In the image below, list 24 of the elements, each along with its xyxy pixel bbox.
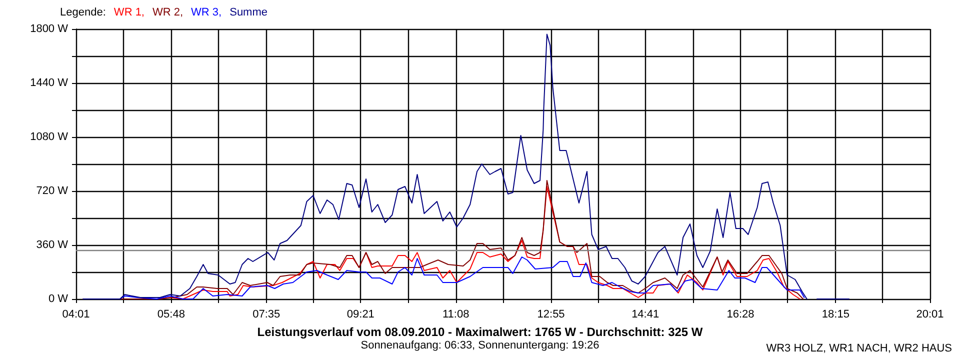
x-tick-label: 18:15 (822, 308, 850, 320)
text: Summe (230, 6, 268, 18)
x-tick-label: 16:28 (726, 308, 754, 320)
x-tick-label: 12:55 (537, 308, 565, 320)
text: WR 2, (152, 6, 184, 18)
x-tick-label: 20:01 (916, 308, 944, 320)
text: WR 1, (114, 6, 144, 18)
y-tick-label: 0 W (48, 293, 69, 305)
text: WR 3, (191, 6, 222, 18)
x-tick-label: 09:21 (346, 308, 374, 320)
y-tick-label: 720 W (36, 185, 69, 197)
y-tick-label: 1440 W (30, 77, 69, 89)
x-tick-label: 07:35 (252, 308, 280, 320)
x-tick-label: 05:48 (157, 308, 185, 320)
x-tick-label: 04:01 (62, 308, 90, 320)
text: Sonnenaufgang: 06:33, Sonnenuntergang: 19:26 (360, 340, 600, 352)
text: WR3 HOLZ, WR1 NACH, WR2 HAUS (766, 342, 952, 354)
x-tick-label: 14:41 (632, 308, 660, 320)
y-tick-label: 360 W (36, 239, 69, 251)
x-tick-label: 11:08 (442, 308, 470, 320)
legend-title: Legende: (60, 6, 106, 18)
y-tick-label: 1080 W (30, 131, 69, 143)
y-tick-label: 1800 W (30, 23, 69, 35)
text: Leistungsverlauf vom 08.09.2010 - Maximalwert: 1765 W - Durchschnitt: 325 W (257, 325, 704, 339)
